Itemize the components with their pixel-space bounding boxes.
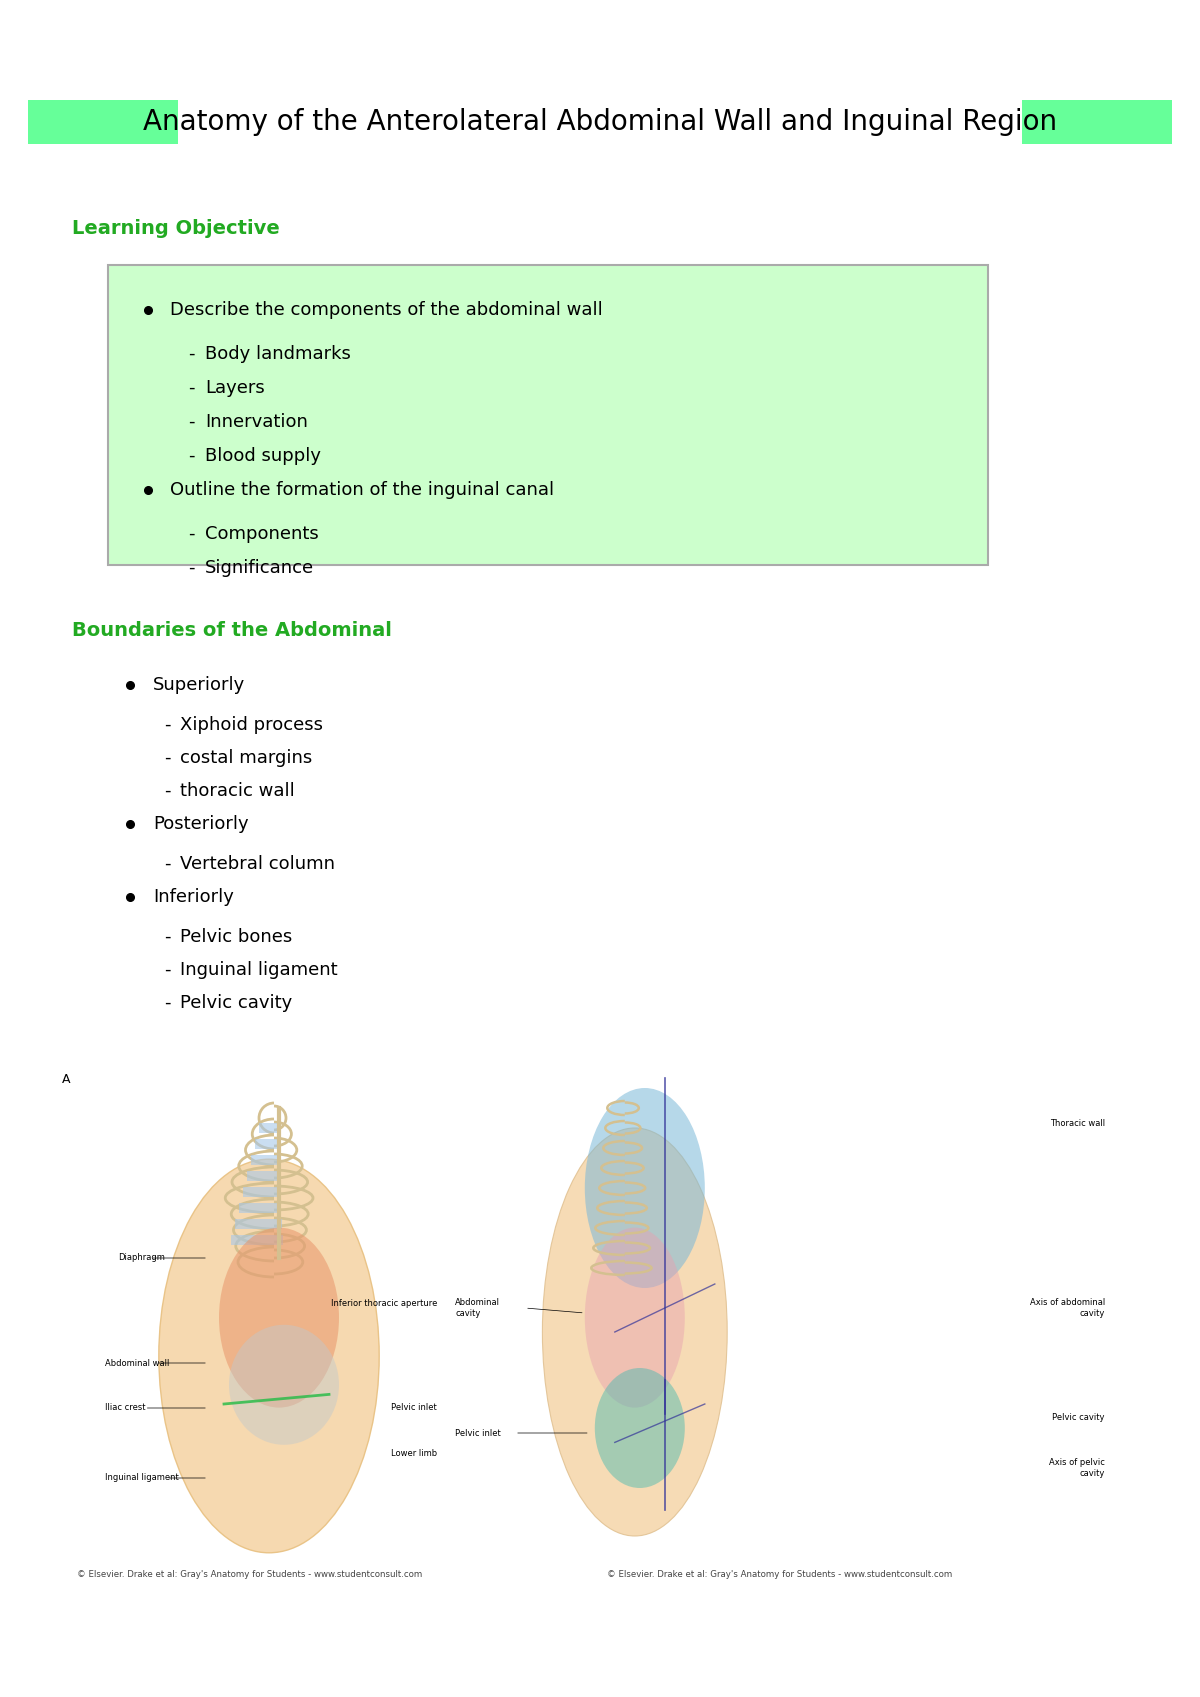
Text: Diaphragm: Diaphragm [118,1254,164,1263]
Text: -: - [164,716,170,735]
Text: Abdominal
cavity: Abdominal cavity [455,1298,500,1317]
Text: © Elsevier. Drake et al: Gray's Anatomy for Students - www.studentconsult.com: © Elsevier. Drake et al: Gray's Anatomy … [607,1570,953,1578]
Text: Axis of abdominal
cavity: Axis of abdominal cavity [1030,1298,1105,1317]
Text: Inguinal ligament: Inguinal ligament [106,1473,179,1483]
Text: Blood supply: Blood supply [205,446,322,465]
Bar [247,1171,280,1181]
Text: -: - [164,928,170,945]
Text: Describe the components of the abdominal wall: Describe the components of the abdominal… [170,300,602,319]
Text: Pelvic inlet: Pelvic inlet [391,1403,437,1412]
Text: Superiorly: Superiorly [154,675,245,694]
Text: A: A [62,1073,71,1086]
Text: costal margins: costal margins [180,748,312,767]
Text: Learning Objective: Learning Objective [72,219,280,238]
Text: Lower limb: Lower limb [391,1449,437,1458]
Text: Layers: Layers [205,378,265,397]
Text: -: - [164,748,170,767]
Text: © Elsevier. Drake et al: Gray's Anatomy for Students - www.studentconsult.com: © Elsevier. Drake et al: Gray's Anatomy … [77,1570,422,1578]
Bar [235,1218,282,1229]
Text: Innervation: Innervation [205,412,308,431]
Text: Inferior thoracic aperture: Inferior thoracic aperture [331,1298,437,1307]
Ellipse shape [584,1227,685,1407]
Text: Pelvic cavity: Pelvic cavity [1052,1414,1105,1422]
Text: Boundaries of the Abdominal: Boundaries of the Abdominal [72,621,392,640]
Text: Axis of pelvic
cavity: Axis of pelvic cavity [1049,1458,1105,1478]
Text: -: - [188,344,194,363]
Text: Thoracic wall: Thoracic wall [1050,1118,1105,1127]
Ellipse shape [584,1088,704,1288]
Text: -: - [164,855,170,872]
Text: Components: Components [205,524,319,543]
Text: Pelvic inlet: Pelvic inlet [455,1429,500,1437]
Bar [239,1203,281,1213]
Bar [242,1186,281,1196]
Bar [259,1123,277,1134]
Bar [251,1156,278,1166]
Bar [1022,100,1172,144]
Text: Vertebral column: Vertebral column [180,855,335,872]
Text: -: - [188,378,194,397]
Text: Inferiorly: Inferiorly [154,888,234,906]
Bar [230,1235,283,1246]
Text: -: - [188,558,194,577]
Ellipse shape [542,1129,727,1536]
Text: Outline the formation of the inguinal canal: Outline the formation of the inguinal ca… [170,480,554,499]
Text: -: - [188,524,194,543]
Text: Iliac crest: Iliac crest [106,1403,145,1412]
Ellipse shape [158,1159,379,1553]
Ellipse shape [229,1325,340,1444]
Text: thoracic wall: thoracic wall [180,782,295,799]
Text: Anatomy of the Anterolateral Abdominal Wall and Inguinal Region: Anatomy of the Anterolateral Abdominal W… [143,109,1057,136]
Bar [28,100,178,144]
Bar [256,1139,278,1149]
Ellipse shape [220,1227,340,1407]
Text: Xiphoid process: Xiphoid process [180,716,323,735]
Text: -: - [164,994,170,1011]
Text: Abdominal wall: Abdominal wall [106,1359,169,1368]
Text: Significance: Significance [205,558,314,577]
Bar [108,265,988,565]
Text: -: - [164,961,170,979]
Text: Pelvic cavity: Pelvic cavity [180,994,293,1011]
Text: Inguinal ligament: Inguinal ligament [180,961,337,979]
Text: -: - [164,782,170,799]
Text: Posteriorly: Posteriorly [154,815,248,833]
Text: Body landmarks: Body landmarks [205,344,350,363]
Text: -: - [188,412,194,431]
Ellipse shape [595,1368,685,1488]
Text: -: - [188,446,194,465]
Text: Pelvic bones: Pelvic bones [180,928,293,945]
